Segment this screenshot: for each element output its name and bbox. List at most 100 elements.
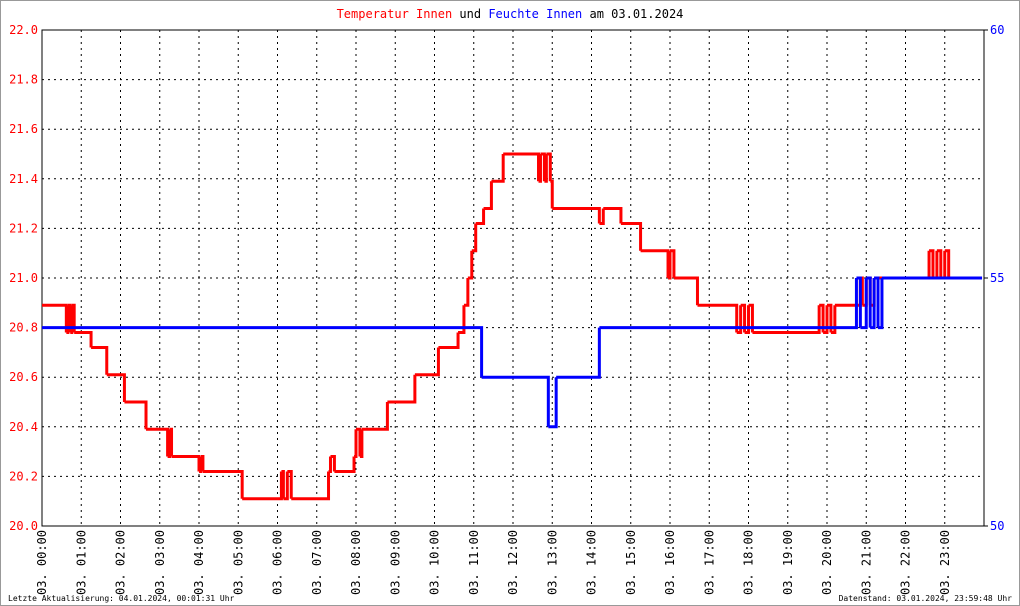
x-tick-label: 03. 21:00 xyxy=(859,530,873,595)
line-segment xyxy=(929,249,935,278)
line-segment xyxy=(856,276,862,328)
line-segment xyxy=(673,276,699,306)
line-segment xyxy=(483,181,493,211)
y-tick-label: 21.4 xyxy=(9,172,38,186)
x-tick-label: 03. 20:00 xyxy=(820,530,834,595)
line-segment xyxy=(668,250,672,280)
line-segment xyxy=(491,154,505,183)
line-segment xyxy=(361,402,389,431)
title-date: am 03.01.2024 xyxy=(589,7,683,21)
x-tick-label: 03. 10:00 xyxy=(428,530,442,595)
line-segment xyxy=(550,179,554,209)
line-segment xyxy=(620,221,643,251)
line-segment xyxy=(736,305,743,335)
line-segment xyxy=(74,331,93,348)
x-tick-label: 03. 12:00 xyxy=(506,530,520,595)
line-segment xyxy=(823,305,829,335)
title-connector: und xyxy=(459,7,481,21)
line-segment xyxy=(438,332,460,349)
line-segment xyxy=(414,347,440,377)
line-segment xyxy=(830,305,837,335)
x-tick-label: 03. 02:00 xyxy=(114,530,128,595)
line-segment xyxy=(71,303,76,333)
y-tick-label: 20.2 xyxy=(9,469,38,483)
line-segment xyxy=(199,456,203,473)
line-segment xyxy=(291,471,331,501)
line-segment xyxy=(330,455,336,472)
line-segment xyxy=(819,303,825,333)
line-segment xyxy=(475,208,486,225)
line-segment xyxy=(387,374,417,404)
y-tick-label: 21.2 xyxy=(9,221,38,235)
y2-tick-label: 55 xyxy=(990,271,1004,285)
line-segment xyxy=(200,455,205,472)
line-segment xyxy=(538,154,542,183)
x-tick-label: 03. 13:00 xyxy=(545,530,559,595)
line-segment xyxy=(874,276,880,328)
y-tick-label: 20.8 xyxy=(9,321,38,335)
line-segment xyxy=(66,305,70,335)
footer-right: Datenstand: 03.01.2024, 23:59:48 Uhr xyxy=(839,594,1013,603)
x-tick-label: 03. 16:00 xyxy=(663,530,677,595)
y-tick-label: 21.8 xyxy=(9,73,38,87)
line-segment xyxy=(167,429,172,459)
x-tick-label: 03. 23:00 xyxy=(938,530,952,595)
line-segment xyxy=(870,278,876,330)
line-segment xyxy=(640,249,670,278)
x-tick-label: 03. 04:00 xyxy=(192,530,206,595)
line-segment xyxy=(467,250,474,280)
line-segment xyxy=(827,303,833,333)
line-segment xyxy=(281,469,285,499)
y2-tick-label: 60 xyxy=(990,23,1004,37)
x-tick-label: 03. 08:00 xyxy=(349,530,363,595)
line-segment xyxy=(171,455,201,472)
line-segment xyxy=(328,456,332,473)
x-tick-label: 03. 14:00 xyxy=(585,530,599,595)
line-segment xyxy=(463,278,470,307)
x-tick-label: 03. 19:00 xyxy=(781,530,795,595)
line-segment xyxy=(202,469,244,499)
line-segment xyxy=(42,326,484,378)
line-segment xyxy=(546,152,552,182)
y-tick-label: 21.6 xyxy=(9,122,38,136)
line-segment xyxy=(878,278,884,330)
line-segment xyxy=(283,471,289,501)
y-tick-label: 21.0 xyxy=(9,271,38,285)
x-tick-label: 03. 22:00 xyxy=(899,530,913,595)
title-series-2: Feuchte Innen xyxy=(488,7,582,21)
line-segment xyxy=(356,427,362,457)
line-segment xyxy=(697,303,739,333)
y2-tick-label: 50 xyxy=(990,519,1004,533)
line-segment xyxy=(866,276,872,328)
line-segment xyxy=(334,456,356,473)
line-segment xyxy=(471,223,478,253)
line-segment xyxy=(556,327,601,379)
line-segment xyxy=(242,471,283,501)
x-tick-label: 03. 07:00 xyxy=(310,530,324,595)
x-tick-label: 03. 17:00 xyxy=(702,530,716,595)
x-tick-label: 03. 00:00 xyxy=(35,530,49,595)
y-tick-label: 20.6 xyxy=(9,370,38,384)
line-segment xyxy=(481,375,550,427)
line-segment xyxy=(124,400,148,430)
line-segment xyxy=(670,249,676,278)
line-segment xyxy=(67,303,72,333)
chart-title: Temperatur Innen und Feuchte Innen am 03… xyxy=(337,7,684,21)
x-tick-label: 03. 11:00 xyxy=(467,530,481,595)
x-tick-label: 03. 15:00 xyxy=(624,530,638,595)
line-segment xyxy=(503,152,541,182)
line-segment xyxy=(540,152,546,182)
x-tick-label: 03. 18:00 xyxy=(742,530,756,595)
line-segment xyxy=(748,303,754,333)
line-segment xyxy=(860,278,868,330)
line-segment xyxy=(146,427,170,457)
line-segment xyxy=(936,249,943,278)
line-segment xyxy=(603,207,623,224)
line-segment xyxy=(552,207,601,224)
title-series-1: Temperatur Innen xyxy=(337,7,453,21)
y-tick-label: 22.0 xyxy=(9,23,38,37)
line-segment xyxy=(287,469,293,499)
line-segment xyxy=(169,427,174,457)
y-tick-label: 20.4 xyxy=(9,420,38,434)
